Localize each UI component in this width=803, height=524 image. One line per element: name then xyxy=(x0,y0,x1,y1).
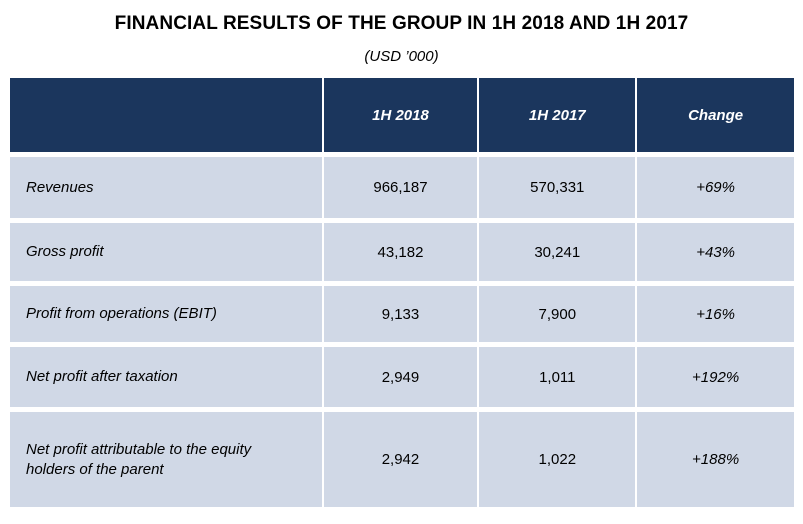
value-change: +188% xyxy=(637,412,794,512)
value-1h-2018: 43,182 xyxy=(323,223,480,286)
value-1h-2017: 1,011 xyxy=(479,347,638,412)
header-change: Change xyxy=(637,78,794,157)
header-blank-cell xyxy=(10,78,324,157)
table-header-row: 1H 2018 1H 2017 Change xyxy=(10,78,794,157)
value-1h-2018: 2,942 xyxy=(323,412,480,512)
value-change: +16% xyxy=(637,286,794,347)
value-1h-2017: 7,900 xyxy=(479,286,638,347)
value-change: +192% xyxy=(637,347,794,412)
units-subtitle: (USD ’000) xyxy=(364,48,439,65)
header-1h-2018: 1H 2018 xyxy=(323,78,480,157)
value-1h-2017: 1,022 xyxy=(479,412,638,512)
table-row-net-profit: Net profit after taxation 2,949 1,011 +1… xyxy=(10,347,794,412)
value-change: +43% xyxy=(637,223,794,286)
row-label: Net profit after taxation xyxy=(10,347,324,412)
value-1h-2018: 2,949 xyxy=(323,347,480,412)
page-title: FINANCIAL RESULTS OF THE GROUP IN 1H 201… xyxy=(114,13,689,34)
value-change: +69% xyxy=(637,157,794,223)
table-row-gross-profit: Gross profit 43,182 30,241 +43% xyxy=(10,223,794,286)
value-1h-2017: 30,241 xyxy=(479,223,638,286)
row-label: Revenues xyxy=(10,157,324,223)
financial-results-table: 1H 2018 1H 2017 Change Revenues 966,187 … xyxy=(10,78,794,512)
table-row-net-profit-parent: Net profit attributable to the equity ho… xyxy=(10,412,794,512)
row-label: Gross profit xyxy=(10,223,324,286)
row-label: Net profit attributable to the equity ho… xyxy=(10,412,324,512)
value-1h-2017: 570,331 xyxy=(479,157,638,223)
row-label: Profit from operations (EBIT) xyxy=(10,286,324,347)
table-row-ebit: Profit from operations (EBIT) 9,133 7,90… xyxy=(10,286,794,347)
header-1h-2017: 1H 2017 xyxy=(479,78,638,157)
value-1h-2018: 9,133 xyxy=(323,286,480,347)
value-1h-2018: 966,187 xyxy=(323,157,480,223)
table-row-revenues: Revenues 966,187 570,331 +69% xyxy=(10,157,794,223)
